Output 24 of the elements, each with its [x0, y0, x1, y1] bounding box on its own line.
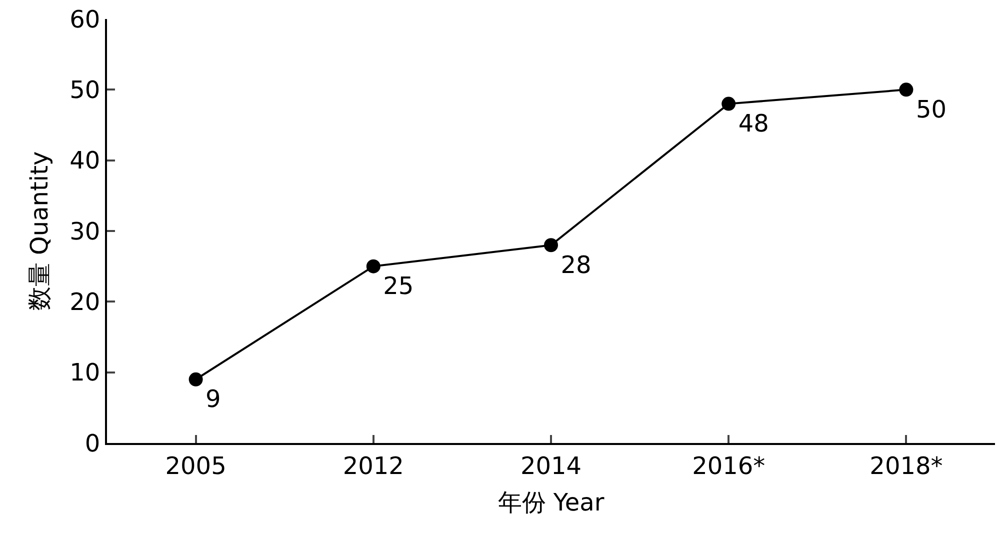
point — [899, 82, 914, 97]
point — [366, 259, 380, 274]
y-tick-label: 10 — [70, 358, 100, 387]
data-label: 50 — [916, 95, 946, 124]
data-label: 28 — [560, 250, 592, 279]
x-tick-label: 2012 — [342, 452, 404, 480]
point — [544, 238, 558, 252]
y-tick-label: 40 — [70, 146, 100, 175]
x-tick-label: 2016* — [692, 452, 766, 480]
x-tick-label: 2005 — [165, 452, 226, 480]
x-axis-title: 年份 Year — [498, 488, 604, 517]
y-tick-label: 60 — [70, 5, 100, 34]
data-label: 25 — [383, 272, 414, 300]
point — [722, 96, 736, 111]
y-axis-title: 数量 Quantity — [25, 151, 54, 311]
y-tick-label: 20 — [70, 288, 100, 316]
data-label: 9 — [206, 385, 221, 414]
y-tick-label: 50 — [70, 76, 100, 104]
y-tick-label: 0 — [84, 429, 100, 458]
y-tick-label: 30 — [70, 217, 100, 246]
x-tick-label: 2018* — [870, 452, 943, 480]
data-label: 48 — [738, 110, 769, 138]
x-tick-label: 2014 — [520, 452, 582, 480]
point — [188, 372, 203, 386]
